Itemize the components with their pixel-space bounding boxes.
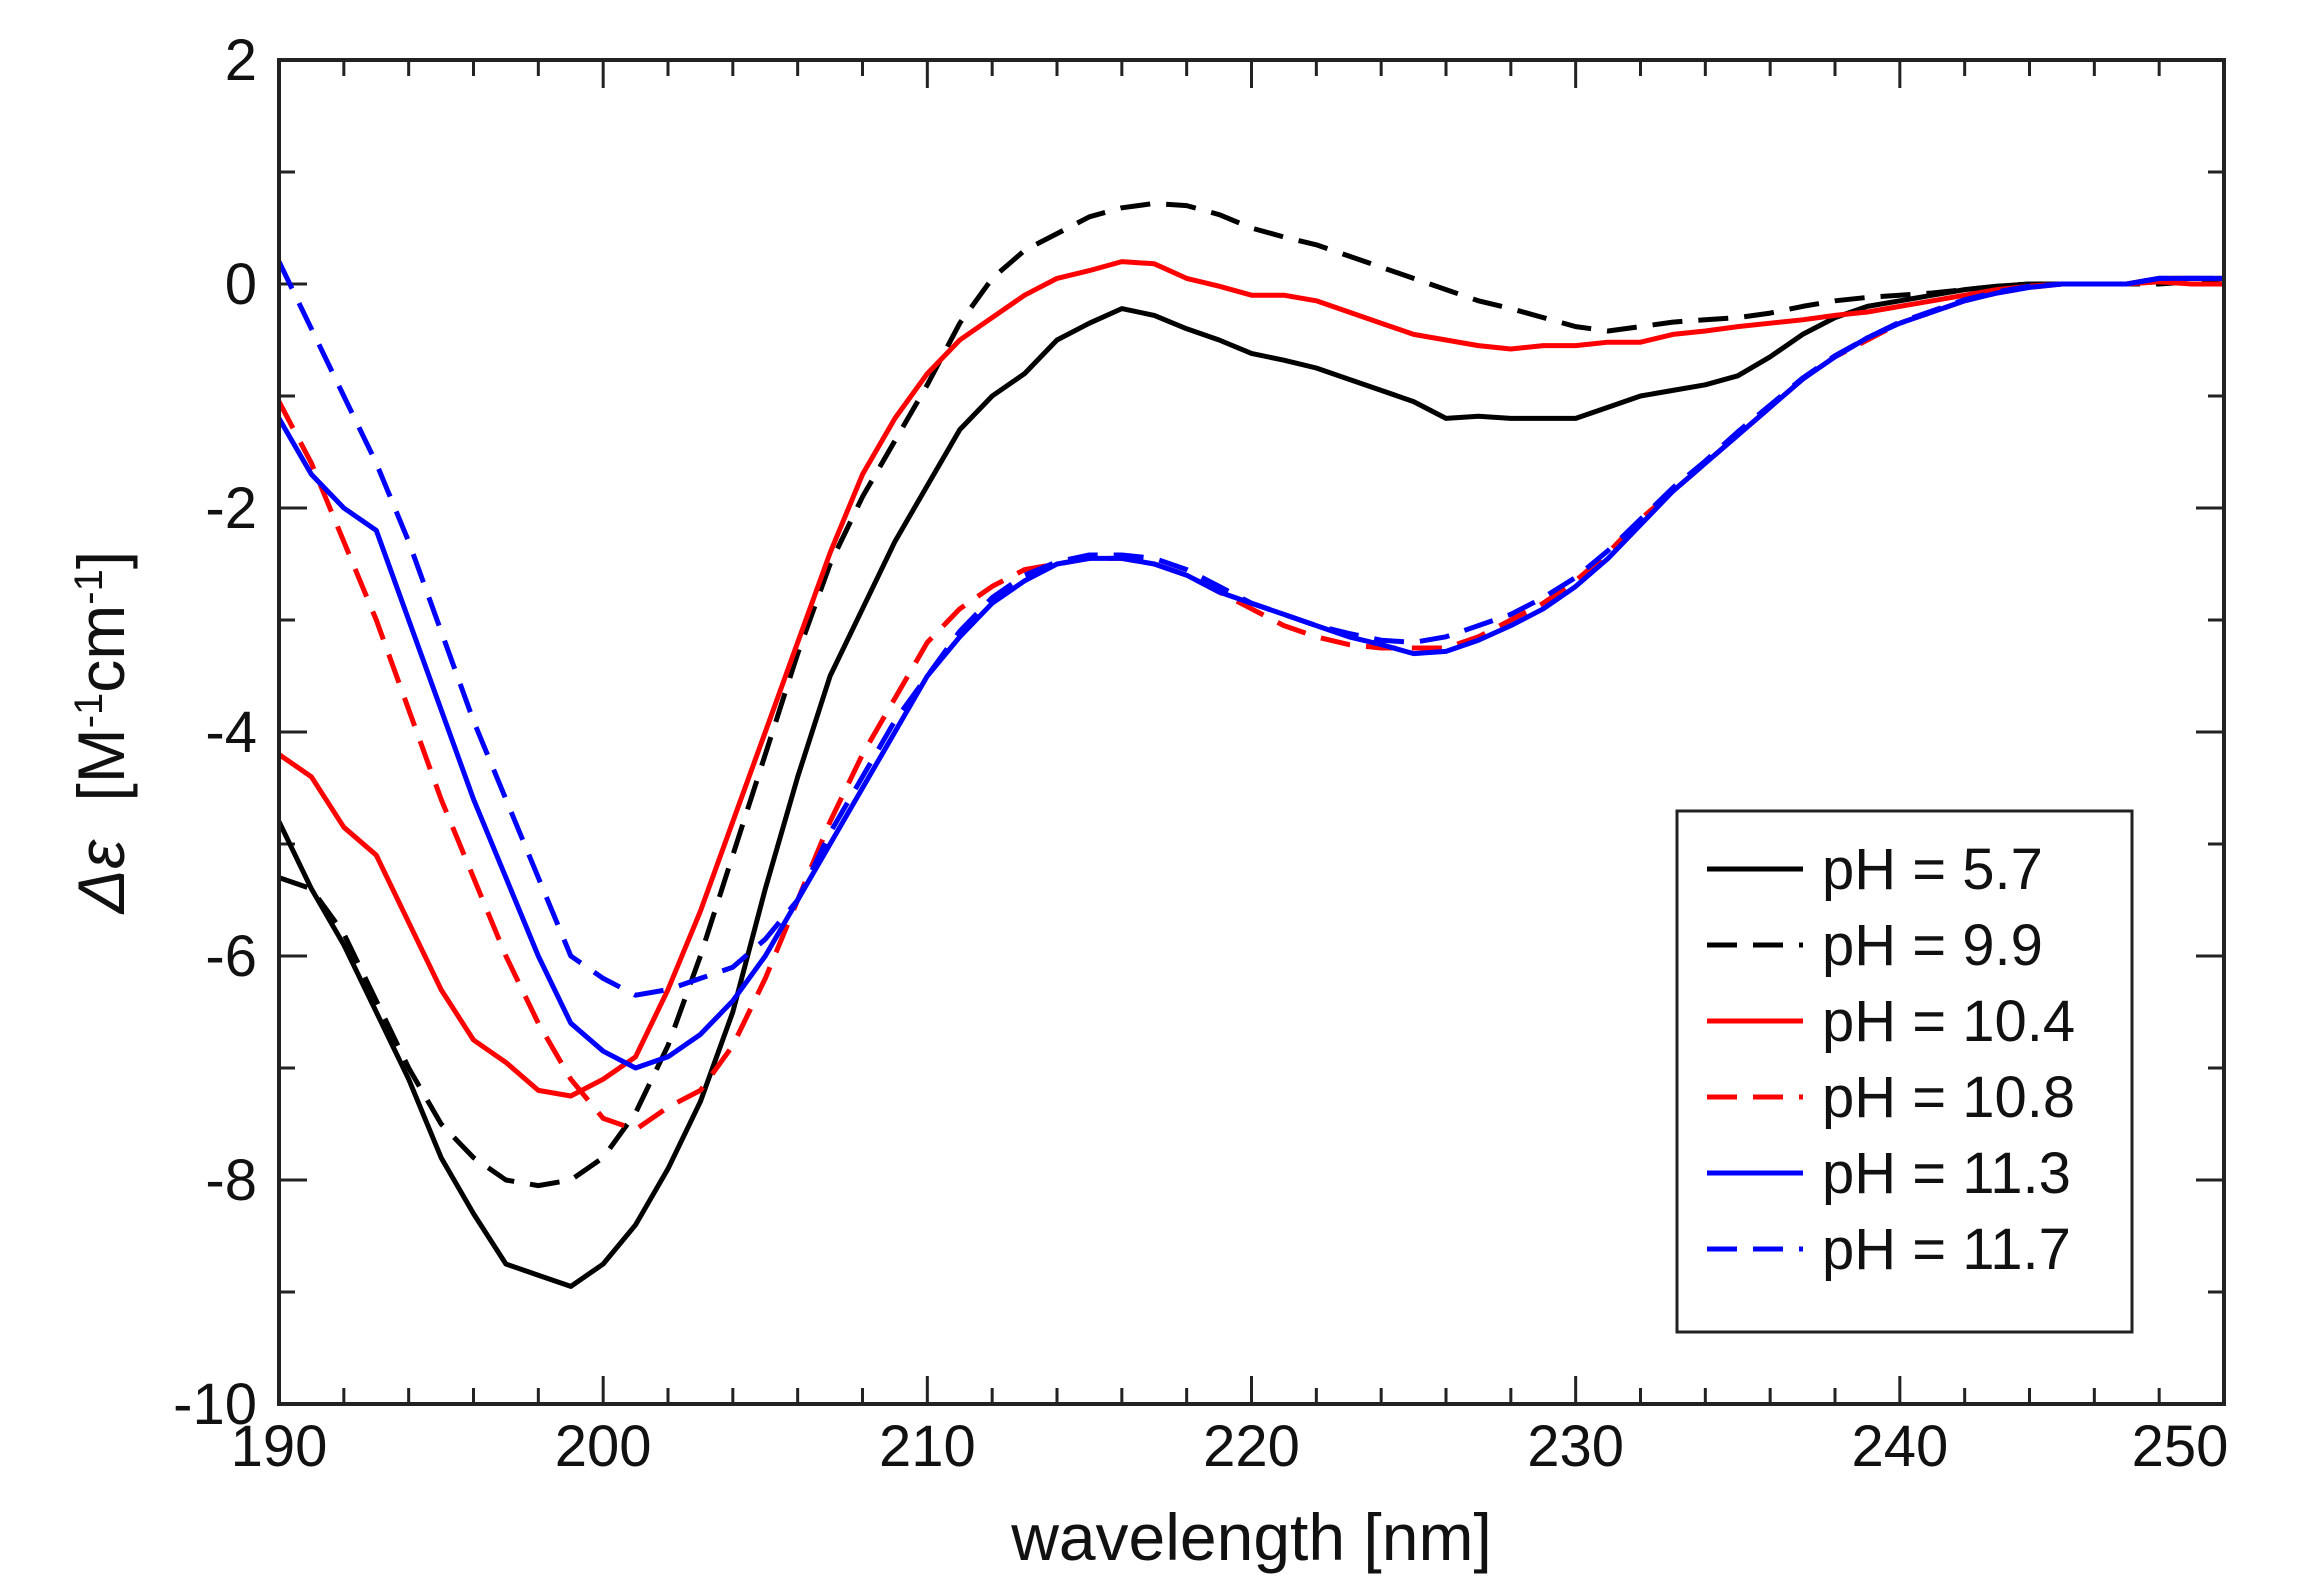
y-tick-label: -8 [205,1148,257,1213]
y-axis-label: Δε [M-1cm-1] [64,551,138,915]
legend-entry: pH = 11.3 [1822,1141,2071,1206]
series-lines [276,200,2225,1289]
series-line-4 [276,275,2224,1133]
y-tick-label: -2 [205,476,257,541]
legend-entry: pH = 10.8 [1822,1065,2075,1130]
legend-entry: pH = 10.4 [1822,989,2075,1054]
y-axis-symbol: Δε [64,839,138,915]
x-tick-label: 220 [1203,1414,1300,1479]
y-axis-unit-mid: cm [64,605,138,693]
tick-labels: 190 200 210 220 230 240 250 2 0 -2 -4 -6 -8 -10 [173,28,2228,1479]
y-tick-label: -10 [173,1372,257,1437]
x-tick-label: 190 [231,1414,328,1479]
x-tick-label: 250 [2132,1414,2229,1479]
x-tick-label: 240 [1851,1414,1948,1479]
legend: pH = 5.7 pH = 9.9 pH = 10.4 pH = 10.8 pH = 1… [1675,809,2134,1334]
legend-box [1675,809,2134,1334]
series-line-6 [276,260,2224,998]
x-tick-label: 200 [555,1414,652,1479]
x-tick-label: 230 [1527,1414,1624,1479]
series-line-1 [276,275,2224,1289]
legend-entry: pH = 5.7 [1822,837,2043,902]
legend-entry: pH = 11.7 [1822,1217,2071,1282]
x-axis-label: wavelength [nm] [1010,1500,1492,1574]
y-tick-label: -4 [205,700,257,765]
y-axis-unit-sup2: -1 [67,569,111,605]
y-tick-label: 0 [225,252,257,317]
y-tick-label: 2 [225,28,257,93]
plot-frame [277,58,2226,1406]
series-line-2 [278,200,2225,1189]
x-tick-label: 210 [879,1414,976,1479]
legend-entry: pH = 9.9 [1822,913,2043,978]
series-line-3 [277,259,2224,1099]
y-axis-unit-open: [M [64,728,138,801]
y-axis-unit-close: ] [64,551,138,569]
y-tick-label: -6 [205,924,257,989]
y-axis-unit-sup1: -1 [67,693,111,729]
